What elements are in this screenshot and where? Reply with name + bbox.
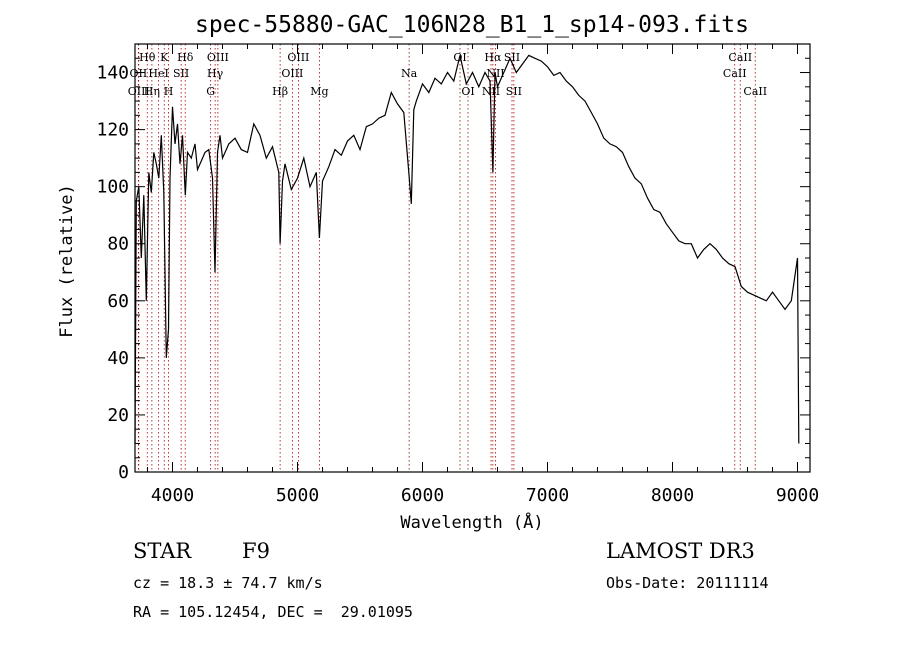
- line-label: Hα: [484, 51, 502, 64]
- x-tick-label: 7000: [526, 485, 569, 506]
- line-label: OIII: [281, 67, 303, 80]
- line-label: SII: [506, 85, 522, 98]
- spectrum-line: [134, 54, 800, 444]
- spectrum-chart: spec-55880-GAC_106N28_B1_1_sp14-093.fits…: [57, 12, 819, 533]
- line-label: Hβ: [272, 85, 288, 98]
- line-label: Na: [401, 67, 418, 80]
- line-label: G: [206, 85, 215, 98]
- y-tick-label: 120: [96, 120, 129, 141]
- y-axis-label: Flux (relative): [57, 184, 77, 338]
- line-label: Hγ: [207, 67, 224, 80]
- line-label: OIII: [287, 51, 309, 64]
- line-label: SII: [173, 67, 189, 80]
- spectral-subclass: F9: [242, 539, 270, 563]
- sky-coordinates: RA = 105.12454, DEC = 29.01095: [133, 603, 413, 621]
- y-tick-label: 140: [96, 63, 129, 84]
- x-tick-label: 9000: [776, 485, 819, 506]
- plot-frame: [134, 43, 811, 473]
- line-label: CaII: [743, 85, 767, 98]
- y-tick-label: 60: [107, 291, 129, 312]
- x-tick-label: 6000: [401, 485, 444, 506]
- line-label: CaII: [723, 67, 747, 80]
- x-tick-label: 8000: [651, 485, 694, 506]
- y-tick-label: 80: [107, 234, 129, 255]
- object-type: STAR: [133, 539, 192, 563]
- emission-line-labels: Hθ OII OIII K HeI Hη SII H Hδ OIII Hγ G OIII OIII Hβ Mg…: [128, 51, 767, 98]
- line-label: Hθ: [139, 51, 156, 64]
- observation-date: Obs-Date: 20111114: [606, 574, 769, 592]
- line-label: NII: [482, 85, 500, 98]
- line-label: H: [164, 85, 174, 98]
- y-tick-label: 40: [107, 348, 129, 369]
- line-label: K: [160, 51, 169, 64]
- x-tick-label: 4000: [151, 485, 194, 506]
- line-label: CaII: [728, 51, 752, 64]
- y-tick-label: 100: [96, 177, 129, 198]
- line-label: OIII: [207, 51, 229, 64]
- line-label: OI: [461, 85, 474, 98]
- x-axis: 4000 5000 6000 7000 8000 9000: [147, 44, 819, 506]
- emission-line-markers: [137, 44, 756, 472]
- x-tick-label: 5000: [276, 485, 319, 506]
- y-tick-label: 0: [118, 462, 129, 483]
- line-label: SII: [504, 51, 520, 64]
- line-label: Mg: [310, 85, 328, 98]
- x-axis-label: Wavelength (Å): [400, 511, 543, 533]
- y-axis: 0 20 40 60 80 100 120 140: [96, 43, 810, 483]
- line-label: Hδ: [177, 51, 194, 64]
- line-label: HeI: [148, 67, 168, 80]
- survey-name: LAMOST DR3: [606, 539, 755, 563]
- y-tick-label: 20: [107, 405, 129, 426]
- redshift-velocity: cz = 18.3 ± 74.7 km/s: [133, 574, 323, 592]
- chart-title: spec-55880-GAC_106N28_B1_1_sp14-093.fits: [195, 12, 749, 38]
- line-label: OII: [130, 67, 148, 80]
- line-label: Hη: [144, 85, 160, 98]
- line-label: OIII: [128, 85, 150, 98]
